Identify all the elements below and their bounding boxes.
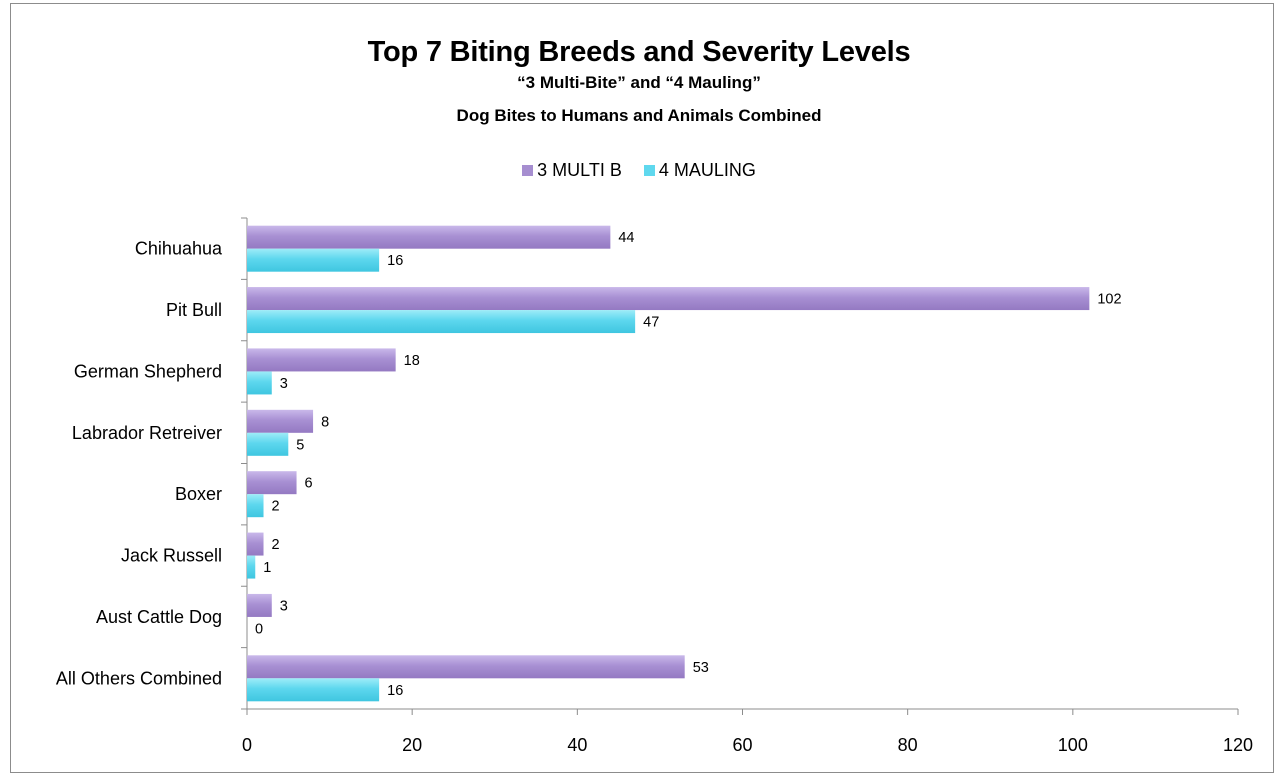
category-label: Pit Bull [166,300,222,320]
x-tick-label: 100 [1058,735,1088,755]
data-label-mauling: 3 [280,376,288,392]
x-tick-label: 60 [732,735,752,755]
bar-mauling [247,432,289,456]
bar-multi-bite [247,409,314,433]
data-label-mauling: 5 [296,437,304,453]
bar-multi-bite [247,225,611,249]
legend-label-multi-bite: 3 MULTI B [537,160,622,180]
data-label-multi-bite: 18 [404,353,420,369]
chart-frame [10,3,1274,773]
legend-swatch-mauling [643,165,655,176]
legend-item-multi-bite: 3 MULTI B [522,160,622,181]
data-label-multi-bite: 44 [618,230,634,246]
chart-title: Top 7 Biting Breeds and Severity Levels [367,36,911,68]
category-label: Aust Cattle Dog [96,607,222,627]
data-label-mauling: 1 [263,560,271,576]
category-label: Jack Russell [121,546,222,566]
chart-subtitle-line-2: Dog Bites to Humans and Animals Combined [456,106,822,125]
bar-multi-bite [247,532,264,556]
x-tick-label: 20 [402,735,422,755]
data-label-multi-bite: 3 [280,598,288,614]
bar-mauling [247,310,636,334]
data-label-multi-bite: 2 [272,537,280,553]
category-label: Boxer [175,484,222,504]
data-label-multi-bite: 6 [305,476,313,492]
bar-mauling [247,555,256,579]
bar-multi-bite [247,471,297,495]
category-label: Chihuahua [135,239,223,259]
category-label: Labrador Retreiver [72,423,222,443]
legend-swatch-multi-bite [522,165,534,176]
legend-item-mauling: 4 MAULING [643,160,756,181]
data-label-multi-bite: 102 [1097,292,1121,308]
x-tick-label: 0 [242,735,252,755]
bar-multi-bite [247,287,1090,311]
bar-mauling [247,678,380,702]
data-label-mauling: 47 [643,315,659,331]
bar-mauling [247,371,272,395]
data-label-multi-bite: 8 [321,414,329,430]
bar-multi-bite [247,655,685,679]
chart-subtitle-line-1: “3 Multi-Bite” and “4 Mauling” [517,73,761,92]
legend-label-mauling: 4 MAULING [658,160,756,180]
chart-legend: 3 MULTI B 4 MAULING [0,160,1278,181]
data-label-mauling: 16 [387,253,403,269]
data-label-multi-bite: 53 [693,660,709,676]
category-label: German Shepherd [74,361,222,381]
bar-mauling [247,494,264,518]
bar-multi-bite [247,348,396,372]
data-label-mauling: 2 [272,499,280,515]
data-label-mauling: 0 [255,621,263,637]
x-tick-label: 40 [567,735,587,755]
category-label: All Others Combined [56,668,222,688]
x-tick-label: 80 [898,735,918,755]
x-tick-label: 120 [1223,735,1253,755]
data-label-mauling: 16 [387,683,403,699]
bar-multi-bite [247,593,272,617]
bar-mauling [247,248,380,272]
